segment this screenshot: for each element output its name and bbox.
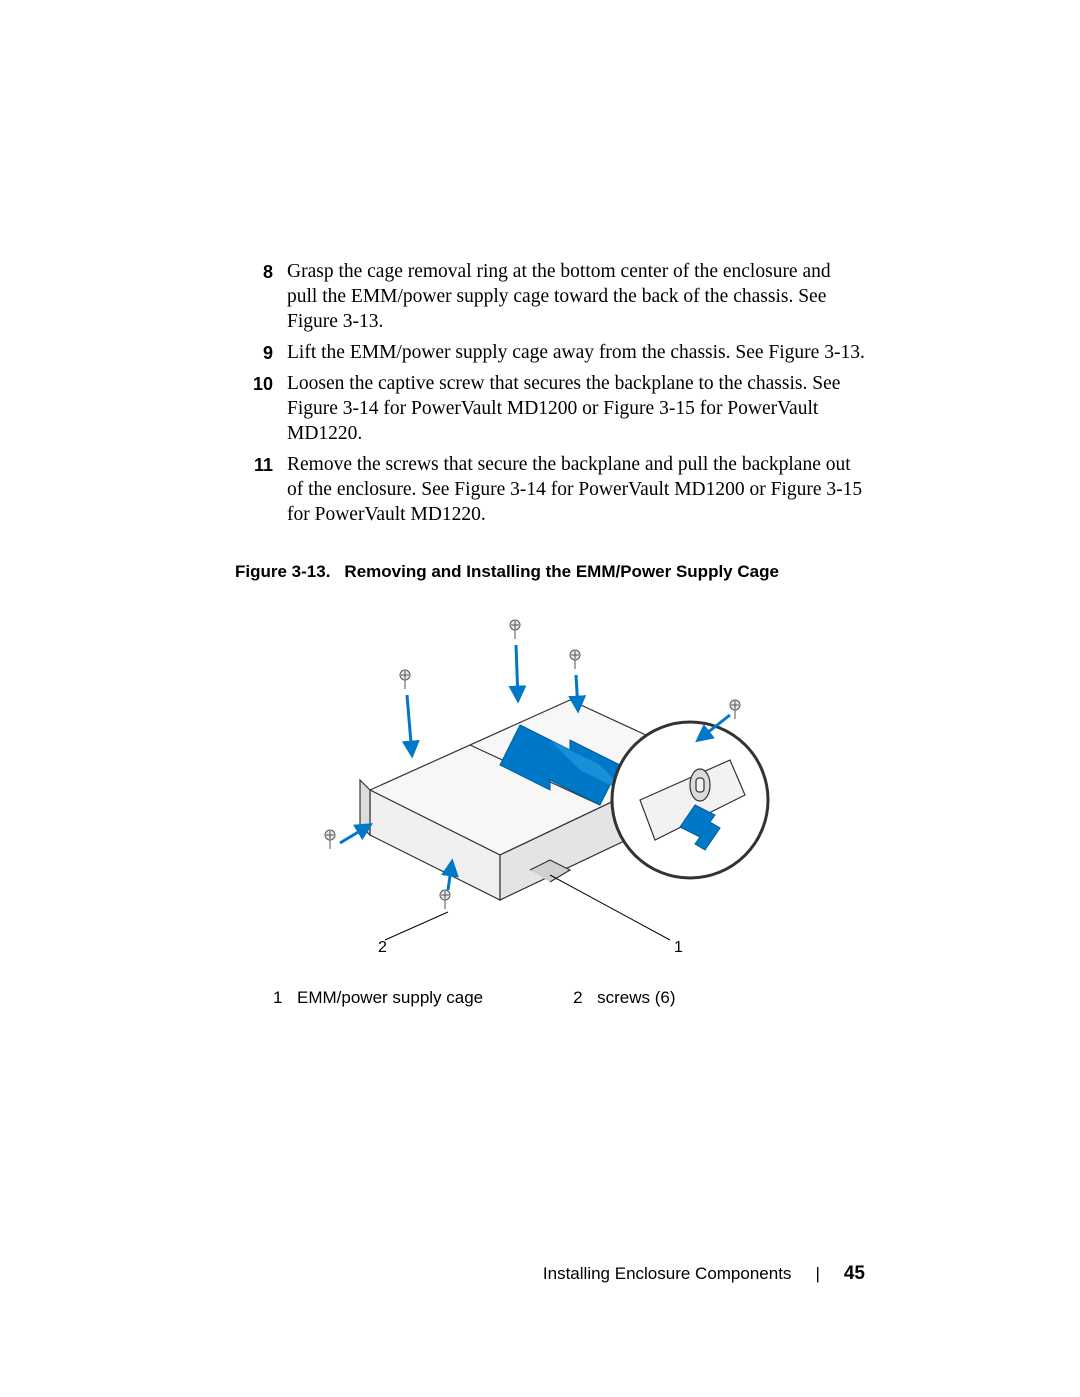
- step-number: 9: [235, 341, 287, 366]
- callout-number: 1: [674, 939, 683, 956]
- figure-label: Figure 3-13.: [235, 562, 330, 581]
- footer-section: Installing Enclosure Components: [543, 1264, 792, 1284]
- step: 10 Loosen the captive screw that secures…: [235, 372, 865, 447]
- page-footer: Installing Enclosure Components | 45: [543, 1263, 865, 1285]
- figure-title: Removing and Installing the EMM/Power Su…: [344, 562, 779, 581]
- page: 8 Grasp the cage removal ring at the bot…: [0, 0, 1080, 1397]
- step-text: Lift the EMM/power supply cage away from…: [287, 341, 865, 366]
- step-number: 10: [235, 372, 287, 447]
- legend-text: screws (6): [597, 988, 675, 1008]
- page-number: 45: [844, 1263, 865, 1285]
- figure: 2 1: [235, 600, 865, 960]
- step-text: Remove the screws that secure the backpl…: [287, 453, 865, 528]
- footer-separator: |: [815, 1264, 819, 1284]
- legend-item: 1 EMM/power supply cage: [273, 988, 483, 1008]
- step-text: Loosen the captive screw that secures th…: [287, 372, 865, 447]
- step-number: 11: [235, 453, 287, 528]
- figure-legend: 1 EMM/power supply cage 2 screws (6): [273, 988, 865, 1008]
- legend-text: EMM/power supply cage: [297, 988, 483, 1008]
- cage-diagram-icon: 2 1: [300, 600, 800, 960]
- step: 8 Grasp the cage removal ring at the bot…: [235, 260, 865, 335]
- callout-number: 2: [378, 939, 387, 956]
- legend-number: 1: [273, 988, 297, 1008]
- legend-item: 2 screws (6): [573, 988, 675, 1008]
- figure-caption: Figure 3-13. Removing and Installing the …: [235, 562, 865, 582]
- step: 9 Lift the EMM/power supply cage away fr…: [235, 341, 865, 366]
- step: 11 Remove the screws that secure the bac…: [235, 453, 865, 528]
- step-text: Grasp the cage removal ring at the botto…: [287, 260, 865, 335]
- step-number: 8: [235, 260, 287, 335]
- legend-number: 2: [573, 988, 597, 1008]
